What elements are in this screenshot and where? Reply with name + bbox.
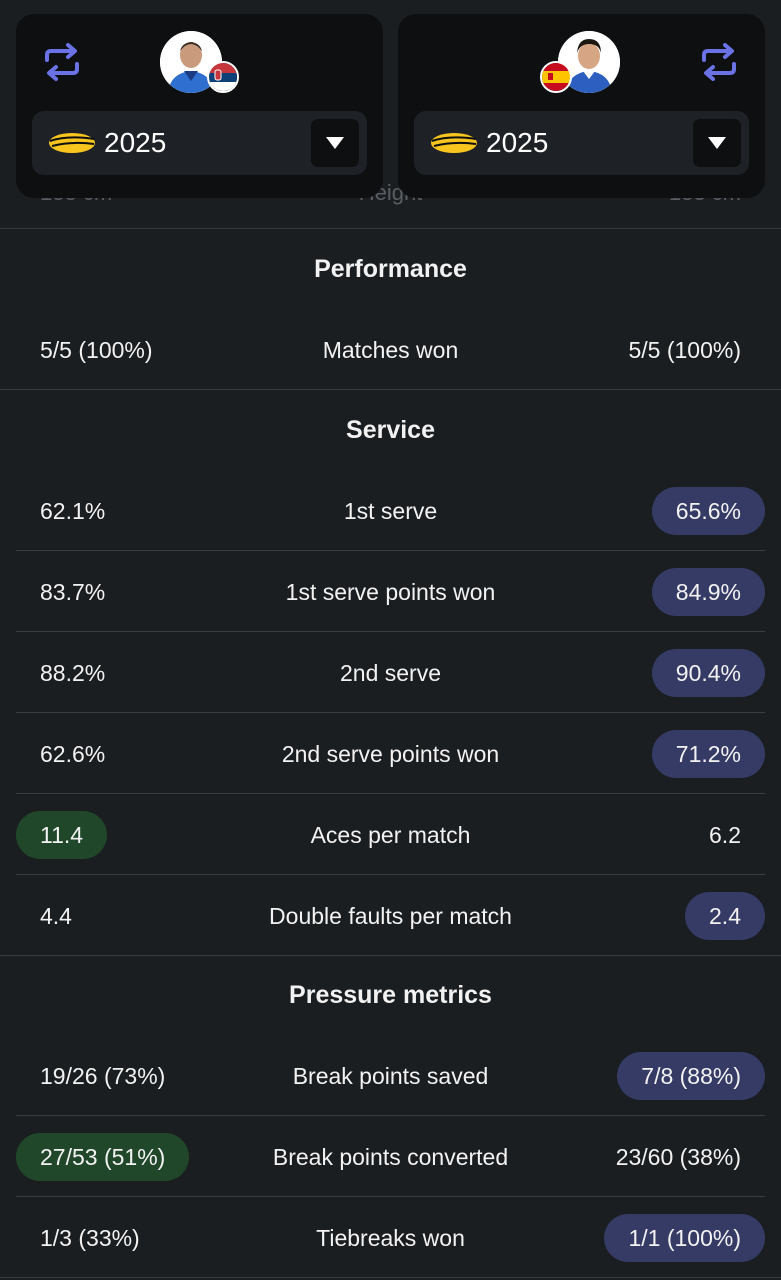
row-divider bbox=[16, 550, 765, 551]
chevron-down-icon bbox=[326, 137, 344, 149]
chevron-down-icon bbox=[708, 137, 726, 149]
stat-row-double-faults: 4.4 Double faults per match 2.4 bbox=[0, 886, 781, 946]
swap-arrows-icon[interactable] bbox=[41, 42, 83, 82]
stat-row-1st-serve-points-won: 83.7% 1st serve points won 84.9% bbox=[0, 562, 781, 622]
stat-label: Double faults per match bbox=[269, 903, 512, 929]
stat-row-2nd-serve-points-won: 62.6% 2nd serve points won 71.2% bbox=[0, 724, 781, 784]
stat-label: Break points saved bbox=[292, 1063, 489, 1089]
row-divider bbox=[16, 631, 765, 632]
player-avatar bbox=[160, 31, 222, 93]
season-value: 2025 bbox=[486, 127, 549, 158]
stat-right-value-highlight: 1/1 (100%) bbox=[604, 1214, 765, 1262]
player-card-right: 2025 bbox=[398, 14, 765, 198]
stat-left-value: 83.7% bbox=[40, 579, 106, 605]
section-divider bbox=[0, 389, 781, 390]
player-card-left: 2025 bbox=[16, 14, 383, 198]
spain-flag-icon bbox=[540, 61, 572, 93]
stat-right-value-highlight: 2.4 bbox=[685, 892, 765, 940]
season-select-left[interactable]: 2025 bbox=[32, 111, 367, 175]
section-title-pressure-metrics: Pressure metrics bbox=[289, 981, 492, 1009]
stat-label: Aces per match bbox=[310, 822, 471, 848]
stat-label: Break points converted bbox=[272, 1144, 509, 1170]
stat-right-value: 23/60 (38%) bbox=[615, 1144, 741, 1170]
stat-row-tiebreaks-won: 1/3 (33%) Tiebreaks won 1/1 (100%) bbox=[0, 1208, 781, 1268]
season-dropdown-button[interactable] bbox=[311, 119, 359, 167]
stat-label: 2nd serve points won bbox=[281, 741, 500, 767]
tennis-ball-logo-icon bbox=[48, 131, 96, 155]
tennis-ball-logo-icon bbox=[430, 131, 478, 155]
row-divider bbox=[16, 712, 765, 713]
stat-right-value-highlight: 84.9% bbox=[651, 568, 765, 616]
stat-right-value: 6.2 bbox=[709, 822, 741, 848]
stat-left-value: 19/26 (73%) bbox=[40, 1063, 166, 1089]
stat-left-value-highlight: 27/53 (51%) bbox=[16, 1133, 190, 1181]
stat-left-value: 1/3 (33%) bbox=[40, 1225, 140, 1251]
stat-label: 1st serve bbox=[343, 498, 438, 524]
serbia-flag-icon bbox=[207, 61, 239, 93]
stat-right-value-highlight: 7/8 (88%) bbox=[617, 1052, 765, 1100]
section-title-service: Service bbox=[346, 416, 435, 444]
stat-left-value-highlight: 11.4 bbox=[16, 811, 108, 859]
stat-label: Matches won bbox=[322, 337, 459, 363]
season-dropdown-button[interactable] bbox=[693, 119, 741, 167]
stat-row-matches-won: 5/5 (100%) Matches won 5/5 (100%) bbox=[0, 320, 781, 380]
stat-row-1st-serve: 62.1% 1st serve 65.6% bbox=[0, 481, 781, 541]
season-select-right[interactable]: 2025 bbox=[414, 111, 749, 175]
stat-label: 1st serve points won bbox=[285, 579, 496, 605]
swap-arrows-icon[interactable] bbox=[698, 42, 740, 82]
stat-row-break-points-converted: 27/53 (51%) Break points converted 23/60… bbox=[0, 1127, 781, 1187]
stat-left-value: 88.2% bbox=[40, 660, 106, 686]
stat-right-value: 5/5 (100%) bbox=[628, 337, 741, 363]
stat-row-break-points-saved: 19/26 (73%) Break points saved 7/8 (88%) bbox=[0, 1046, 781, 1106]
stat-left-value: 4.4 bbox=[40, 903, 72, 929]
stat-right-value-highlight: 65.6% bbox=[651, 487, 765, 535]
stat-left-value: 62.1% bbox=[40, 498, 106, 524]
row-divider bbox=[16, 1115, 765, 1116]
stat-row-aces-per-match: 11.4 Aces per match 6.2 bbox=[0, 805, 781, 865]
stat-label: 2nd serve bbox=[339, 660, 441, 686]
section-title-performance: Performance bbox=[314, 255, 467, 283]
row-divider bbox=[16, 874, 765, 875]
stat-label: Tiebreaks won bbox=[316, 1225, 465, 1251]
row-divider bbox=[16, 1196, 765, 1197]
stat-right-value-highlight: 90.4% bbox=[651, 649, 765, 697]
stat-left-value: 62.6% bbox=[40, 741, 106, 767]
stat-left-value: 5/5 (100%) bbox=[40, 337, 153, 363]
stat-right-value-highlight: 71.2% bbox=[651, 730, 765, 778]
section-divider bbox=[0, 955, 781, 956]
row-divider bbox=[16, 793, 765, 794]
season-value: 2025 bbox=[104, 127, 167, 158]
stat-row-2nd-serve: 88.2% 2nd serve 90.4% bbox=[0, 643, 781, 703]
section-divider bbox=[0, 1277, 781, 1278]
